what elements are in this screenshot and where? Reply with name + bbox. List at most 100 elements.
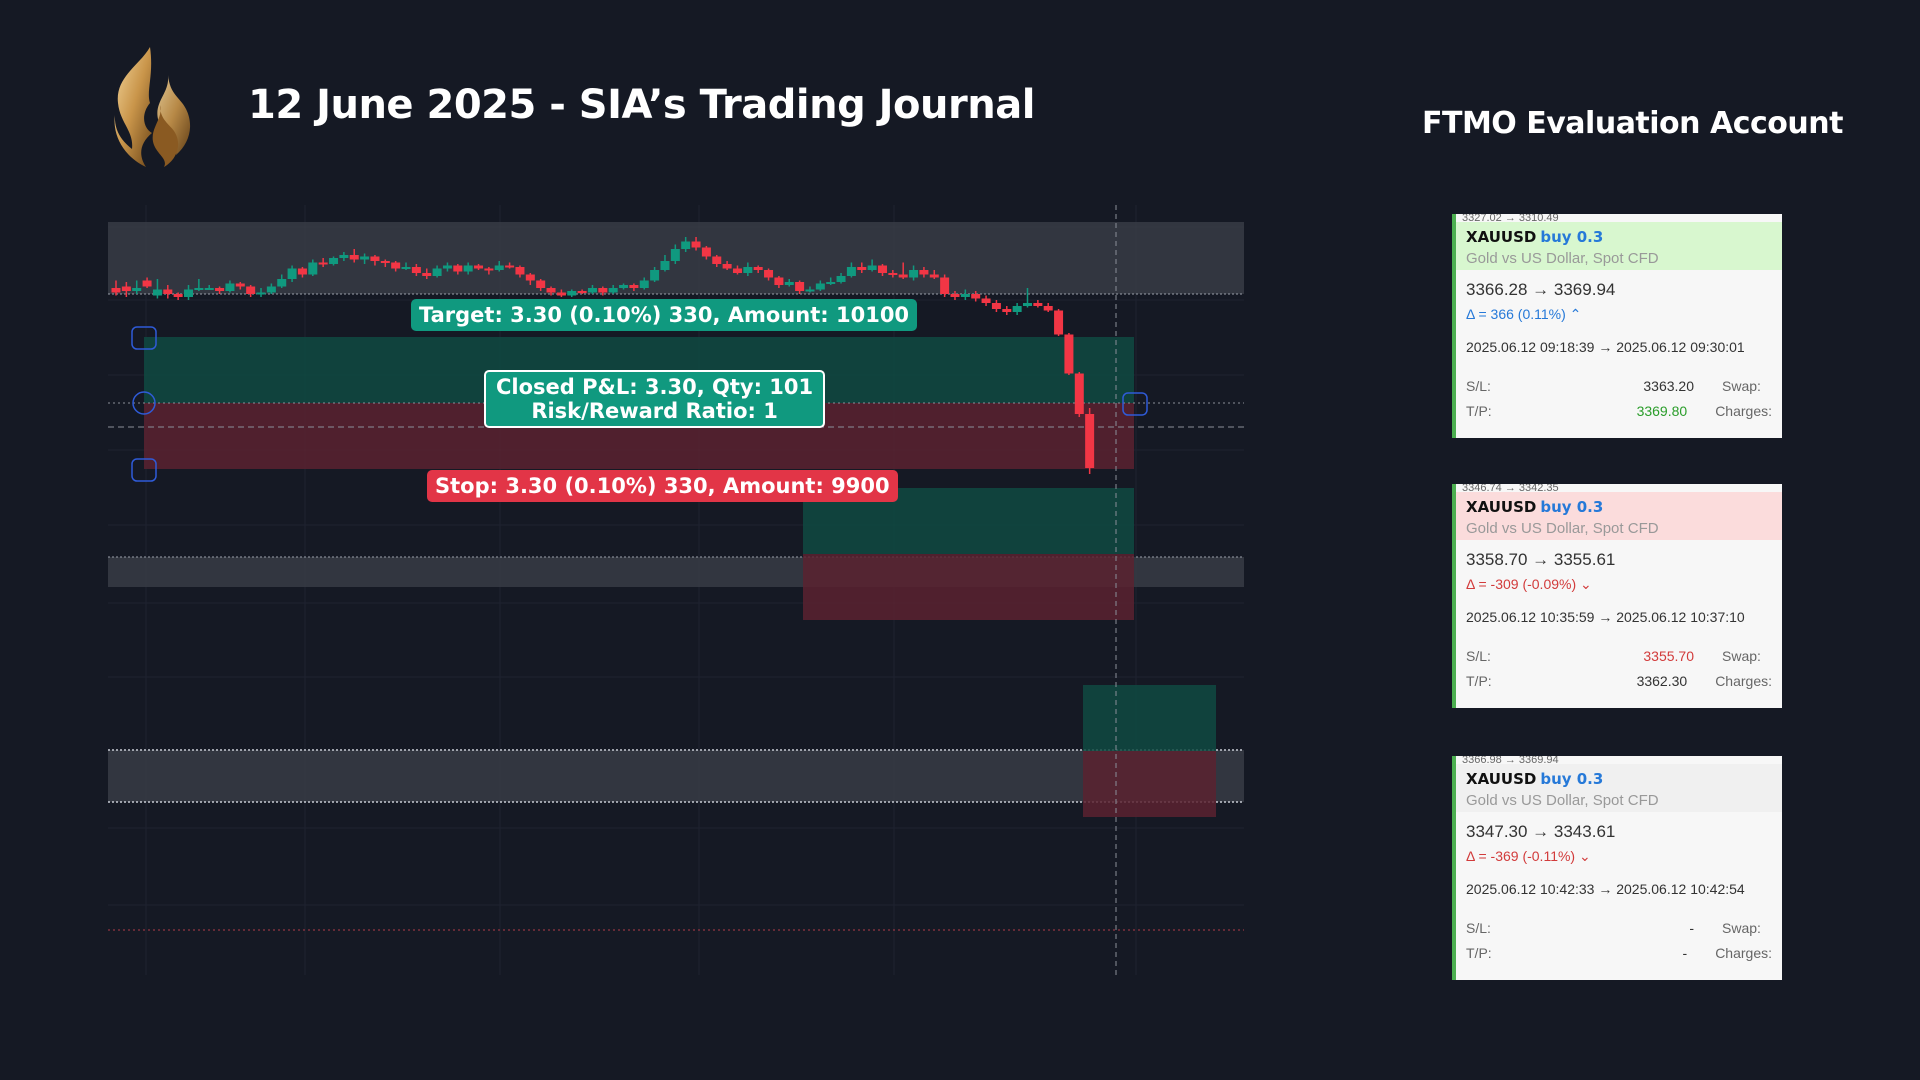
candle-body — [121, 286, 131, 291]
candle-body — [608, 288, 618, 293]
trade-card[interactable]: 3346.74 → 3342.35 XAUUSD buy 0.3 Gold vs US… — [1452, 484, 1782, 708]
candle-body — [204, 288, 214, 290]
trade3-target-area — [1083, 685, 1216, 751]
candle-body — [422, 273, 432, 276]
position-handle — [1122, 392, 1148, 416]
price-chart[interactable] — [108, 205, 1244, 975]
candle-body — [391, 262, 401, 269]
tp-value: - — [1682, 944, 1688, 961]
candle-body — [846, 267, 856, 276]
candle-body — [660, 261, 670, 270]
trade-card[interactable]: 3327.02 → 3310.49 XAUUSD buy 0.3 Gold vs US… — [1452, 214, 1782, 438]
candle-body — [215, 288, 225, 291]
candle-body — [401, 267, 411, 269]
sl-label: S/L: — [1466, 377, 1491, 394]
position-handle — [131, 326, 157, 350]
candle-body — [1012, 306, 1022, 312]
candle-body — [784, 282, 794, 285]
candle-body — [981, 298, 991, 303]
sl-value: - — [1689, 919, 1694, 936]
swap-label: Swap: — [1722, 377, 1761, 394]
candle-body — [453, 265, 463, 272]
candle-body — [764, 270, 774, 278]
candle-body — [774, 277, 784, 285]
position-handle — [132, 391, 156, 415]
candle-body — [743, 267, 753, 273]
trade-description: Gold vs US Dollar, Spot CFD — [1466, 520, 1659, 537]
candle-body — [971, 294, 981, 299]
trade-side: buy 0.3 — [1540, 228, 1604, 246]
candle-body — [360, 256, 370, 260]
tp-label: T/P: — [1466, 672, 1492, 689]
candle-body — [753, 267, 763, 270]
candle-body — [795, 282, 805, 291]
candle-body — [701, 247, 711, 257]
tp-value: 3369.80 — [1636, 402, 1688, 419]
account-title: FTMO Evaluation Account — [1422, 106, 1843, 141]
candle-body — [277, 279, 287, 287]
candle-body — [246, 286, 256, 294]
candle-body — [950, 294, 960, 297]
candle-body — [1002, 309, 1012, 312]
candle-body — [670, 249, 680, 261]
tp-row: T/P: - Charges: — [1456, 940, 1782, 965]
tp-label: T/P: — [1466, 402, 1492, 419]
candle-body — [318, 262, 328, 265]
candle-body — [308, 262, 318, 275]
charges-label: Charges: — [1715, 402, 1772, 419]
candle-body — [287, 268, 297, 279]
candle-body — [142, 280, 152, 287]
trade-card[interactable]: 3366.98 → 3369.94 XAUUSD buy 0.3 Gold vs US… — [1452, 756, 1782, 980]
candle-body — [929, 274, 939, 278]
trade-times: 2025.06.12 09:18:39 → 2025.06.12 09:30:0… — [1466, 339, 1745, 355]
candle-body — [484, 268, 494, 271]
candle-body — [546, 288, 556, 293]
candle-body — [132, 288, 142, 291]
swap-label: Swap: — [1722, 919, 1761, 936]
candle-body — [474, 265, 484, 269]
sl-row: S/L: 3355.70 Swap: — [1456, 643, 1782, 668]
trade-header: XAUUSD buy 0.3 Gold vs US Dollar, Spot CFD — [1456, 492, 1782, 540]
trade-header: XAUUSD buy 0.3 Gold vs US Dollar, Spot CFD — [1456, 764, 1782, 812]
candle-body — [1064, 334, 1074, 374]
candle-body — [826, 282, 836, 284]
candle-body — [536, 280, 546, 288]
candle-body — [919, 270, 929, 275]
trade-symbol: XAUUSD — [1466, 228, 1537, 246]
candle-body — [370, 256, 380, 261]
trade-symbol: XAUUSD — [1466, 498, 1537, 516]
trade-prices: 3366.28 → 3369.94 — [1466, 280, 1616, 299]
trade-side: buy 0.3 — [1540, 498, 1604, 516]
stop-label: Stop: 3.30 (0.10%) 330, Amount: 9900 — [427, 470, 898, 502]
candle-body — [629, 285, 639, 288]
trade-delta: Δ = -309 (-0.09%) ⌄ — [1466, 576, 1592, 592]
trade-side: buy 0.3 — [1540, 770, 1604, 788]
candle-body — [380, 261, 390, 263]
trade-prices: 3347.30 → 3343.61 — [1466, 822, 1616, 841]
charges-label: Charges: — [1715, 672, 1772, 689]
candle-body — [712, 256, 722, 264]
candle-body — [898, 274, 908, 278]
candle-body — [805, 289, 815, 292]
candle-body — [815, 283, 825, 290]
candle-body — [515, 267, 525, 275]
candle-body — [639, 280, 649, 288]
candle-body — [598, 288, 608, 293]
candle-body — [173, 294, 183, 297]
trade-header: XAUUSD buy 0.3 Gold vs US Dollar, Spot CFD — [1456, 222, 1782, 270]
candle-body — [256, 292, 266, 295]
charges-label: Charges: — [1715, 944, 1772, 961]
candle-body — [909, 270, 919, 278]
tp-row: T/P: 3362.30 Charges: — [1456, 668, 1782, 693]
sl-row: S/L: 3363.20 Swap: — [1456, 373, 1782, 398]
candle-body — [1022, 303, 1032, 306]
candle-body — [525, 274, 535, 281]
risk-reward-line: Risk/Reward Ratio: 1 — [531, 399, 778, 423]
candle-body — [184, 289, 194, 297]
candle-body — [505, 265, 515, 268]
tp-label: T/P: — [1466, 944, 1492, 961]
trade-description: Gold vs US Dollar, Spot CFD — [1466, 792, 1659, 809]
candle-body — [577, 291, 587, 293]
trade3-stop-area — [1083, 751, 1216, 817]
chart-overlays — [131, 326, 1148, 482]
